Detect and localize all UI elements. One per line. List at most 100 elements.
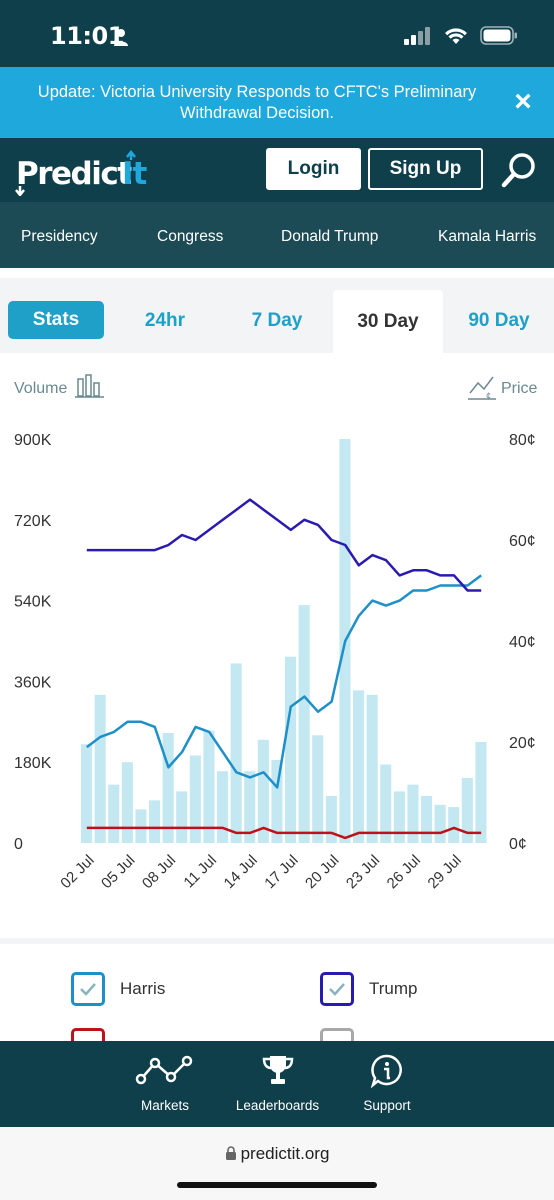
- price-line-harris: [86, 574, 482, 789]
- leaderboards-tab[interactable]: Leaderboards: [230, 1041, 325, 1127]
- volume-tick-label: 720K: [14, 513, 52, 530]
- predictit-logo[interactable]: Predict It: [14, 148, 159, 196]
- volume-bar: [81, 744, 93, 843]
- tab-90day[interactable]: 90 Day: [468, 310, 530, 331]
- leaderboards-label: Leaderboards: [235, 1098, 320, 1113]
- volume-bar: [271, 759, 283, 843]
- volume-tick-label: 360K: [14, 674, 52, 691]
- date-tick-label: 08 Jul: [139, 852, 179, 892]
- volume-bar: [162, 733, 174, 843]
- battery-icon: [480, 26, 517, 45]
- login-button[interactable]: Login: [266, 148, 361, 190]
- tab-7day[interactable]: 7 Day: [251, 310, 303, 331]
- tab-30day[interactable]: 30 Day: [333, 290, 443, 353]
- svg-text:Predict: Predict: [16, 156, 132, 192]
- url-text: predictit.org: [240, 1144, 330, 1163]
- volume-axis-label: Volume: [14, 380, 67, 397]
- price-axis-label: Price: [501, 380, 538, 397]
- trophy-icon: [262, 1056, 293, 1084]
- price-line-trump: [86, 498, 482, 592]
- volume-tick-label: 180K: [14, 755, 52, 772]
- volume-bar: [285, 656, 297, 843]
- volume-tick-label: 540K: [14, 594, 52, 611]
- update-banner[interactable]: Update: Victoria University Responds to …: [0, 67, 554, 138]
- volume-bar: [312, 735, 324, 843]
- tab-24hr[interactable]: 24hr: [144, 310, 186, 331]
- volume-bar: [257, 739, 269, 843]
- volume-bar: [407, 784, 419, 843]
- banner-text[interactable]: Update: Victoria University Responds to …: [37, 83, 477, 122]
- line-chart-icon: ¢: [468, 376, 496, 401]
- date-tick-label: 14 Jul: [221, 852, 261, 892]
- volume-bar: [108, 784, 120, 843]
- date-tick-label: 02 Jul: [57, 852, 97, 892]
- date-tick-label: 20 Jul: [302, 852, 342, 892]
- volume-bar: [189, 755, 201, 843]
- volume-bar: [203, 730, 215, 843]
- support-tab[interactable]: Support: [352, 1041, 422, 1127]
- bottom-tab-bar: Markets Leaderboards Support: [0, 1041, 554, 1127]
- volume-bar: [475, 742, 487, 843]
- check-icon: [329, 983, 345, 996]
- status-icons: [404, 26, 518, 45]
- support-label: Support: [363, 1098, 411, 1113]
- date-tick-label: 29 Jul: [425, 852, 465, 892]
- chart-svg: 0 180K 360K 540K 720K 900K 0¢ 20¢ 40¢ 60¢ 80¢ 02 …: [14, 374, 538, 892]
- volume-bar: [393, 791, 405, 843]
- volume-bar: [434, 804, 446, 843]
- volume-tick-label: 900K: [14, 432, 52, 449]
- markets-icon: [135, 1055, 193, 1085]
- volume-bar: [298, 605, 310, 843]
- info-icon: [370, 1054, 402, 1089]
- volume-bar: [217, 771, 229, 843]
- markets-tab[interactable]: Markets: [125, 1041, 205, 1127]
- nav-item-presidency[interactable]: Presidency: [21, 228, 98, 245]
- price-tick-label: 60¢: [509, 533, 536, 550]
- volume-bar: [149, 800, 161, 843]
- volume-bar: [135, 809, 147, 843]
- volume-bar: [353, 690, 365, 843]
- volume-bar: [461, 777, 473, 843]
- bar-chart-icon: [75, 374, 104, 398]
- checkbox-harris[interactable]: [71, 972, 105, 1006]
- legend-label-harris: Harris: [120, 979, 166, 998]
- signup-button[interactable]: Sign Up: [368, 148, 483, 190]
- checkbox-trump[interactable]: [320, 972, 354, 1006]
- price-line-series-2: [86, 826, 482, 840]
- url-bar[interactable]: predictit.org: [0, 1127, 554, 1200]
- legend-item-trump[interactable]: Trump: [320, 972, 418, 1006]
- volume-bar: [448, 807, 460, 843]
- status-time: 11:01: [50, 22, 124, 50]
- date-tick-label: 26 Jul: [384, 852, 424, 892]
- person-icon: [114, 29, 128, 46]
- price-tick-label: 20¢: [509, 735, 536, 752]
- category-nav: Presidency Congress Donald Trump Kamala …: [0, 202, 554, 268]
- tab-stats[interactable]: Stats: [8, 301, 104, 339]
- url-display[interactable]: predictit.org: [0, 1144, 554, 1164]
- close-icon[interactable]: ×: [514, 85, 532, 118]
- home-indicator[interactable]: [177, 1182, 377, 1188]
- legend-item-harris[interactable]: Harris: [71, 972, 165, 1006]
- date-tick-label: 17 Jul: [261, 852, 301, 892]
- price-tick-label: 80¢: [509, 432, 536, 449]
- date-tick-label: 11 Jul: [180, 852, 220, 892]
- markets-label: Markets: [140, 1098, 189, 1113]
- search-icon[interactable]: [500, 150, 540, 190]
- price-volume-chart: 0 180K 360K 540K 720K 900K 0¢ 20¢ 40¢ 60¢ 80¢ 02 …: [0, 353, 554, 938]
- date-tick-label: 05 Jul: [98, 852, 138, 892]
- legend-divider: [0, 938, 554, 944]
- nav-item-congress[interactable]: Congress: [157, 228, 224, 245]
- nav-item-donald-trump[interactable]: Donald Trump: [281, 228, 379, 245]
- svg-text:¢: ¢: [486, 391, 491, 401]
- legend-label-trump: Trump: [369, 979, 418, 998]
- signal-icon: [404, 26, 430, 45]
- nav-item-kamala-harris[interactable]: Kamala Harris: [438, 228, 537, 245]
- check-icon: [80, 983, 96, 996]
- volume-bar: [94, 694, 106, 843]
- volume-bar: [244, 771, 256, 843]
- volume-bar: [421, 795, 433, 843]
- volume-bar: [230, 663, 242, 843]
- volume-bar: [380, 764, 392, 843]
- svg-text:It: It: [122, 156, 148, 192]
- volume-bar: [325, 795, 337, 843]
